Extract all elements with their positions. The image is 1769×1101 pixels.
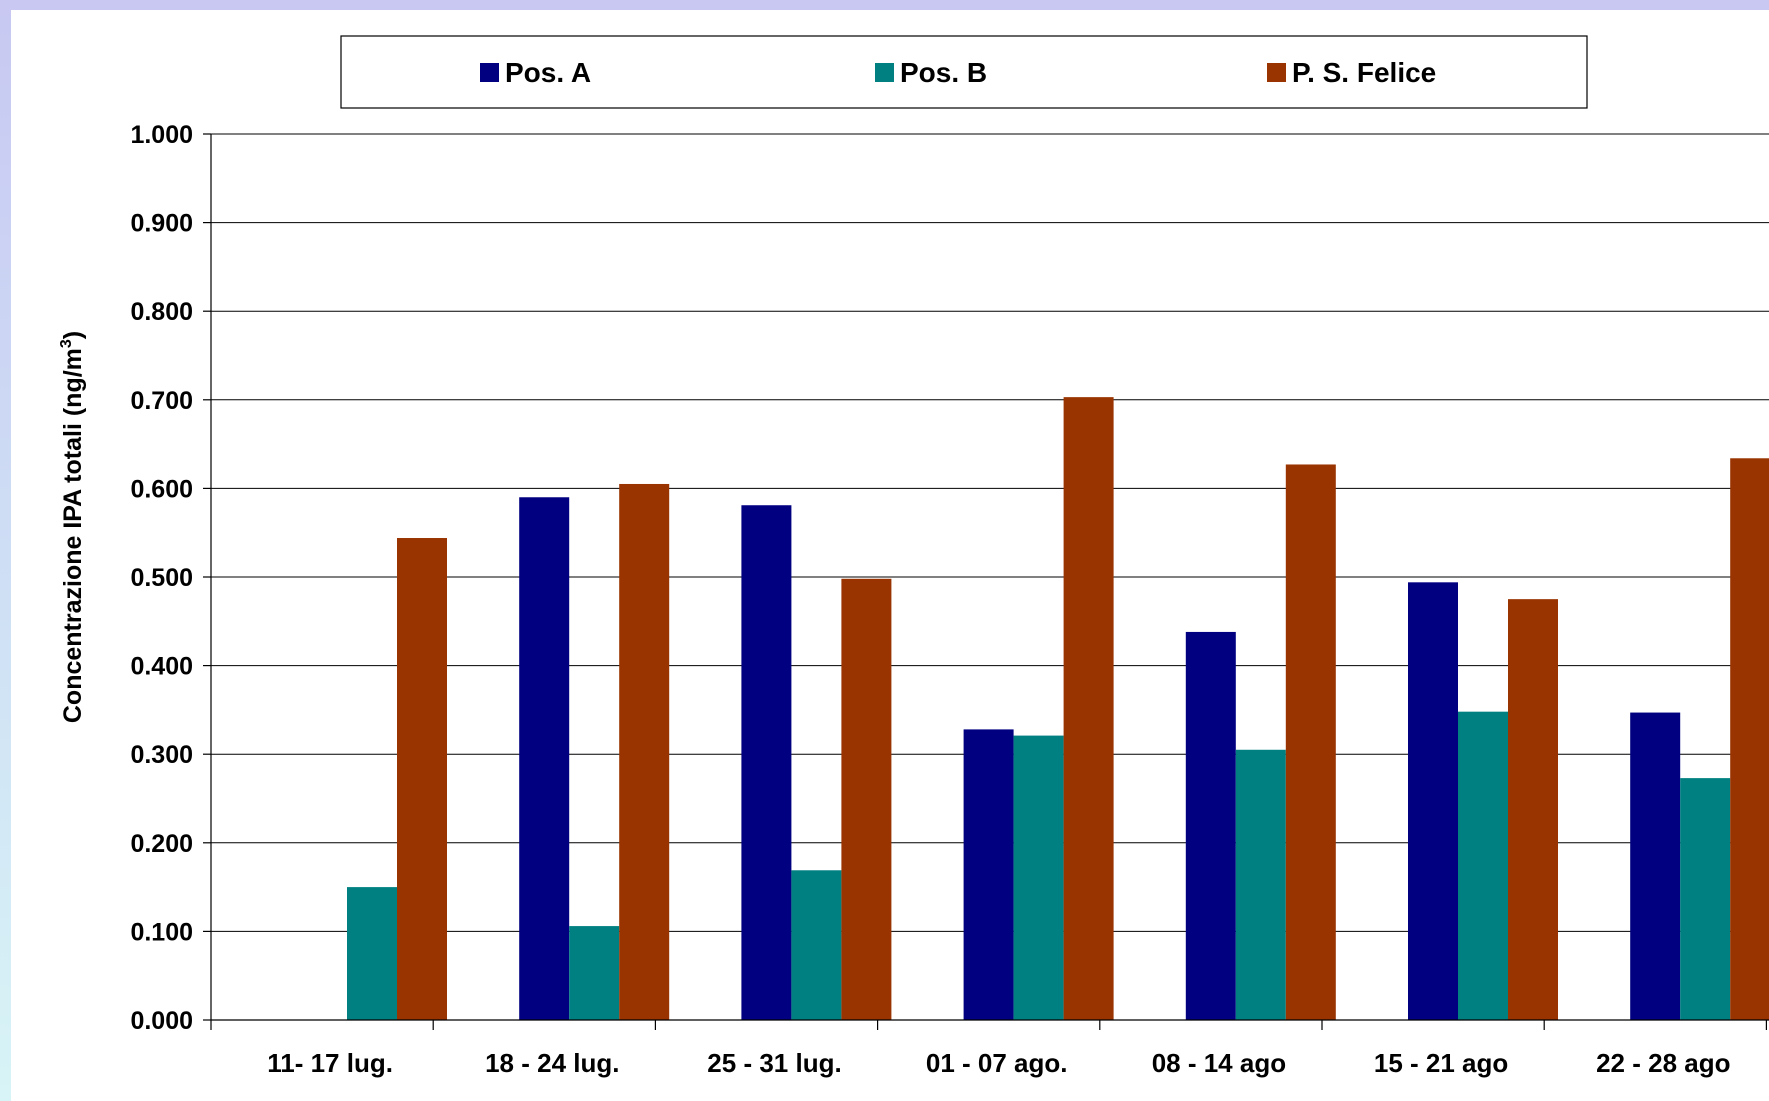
bar xyxy=(569,926,620,1020)
chart-area: 0.000 0.100 0.200 0.300 0.400 0.500 0.600 0.700… xyxy=(11,10,1769,1101)
x-tick-label: 11- 17 lug. xyxy=(267,1048,393,1078)
legend-items: Pos. A Pos. B P. S. Felice xyxy=(480,57,1436,88)
y-axis-title: Concentrazione IPA totali (ng/m3) xyxy=(58,331,87,723)
axes xyxy=(203,133,1769,1030)
y-tick-label: 0.300 xyxy=(130,741,193,769)
bar xyxy=(1235,749,1286,1020)
x-tick-label: 01 - 07 ago. xyxy=(926,1048,1068,1078)
bar xyxy=(1013,735,1064,1020)
x-tick-labels: 11- 17 lug. 18 - 24 lug. 25 - 31 lug. 01 - … xyxy=(267,1048,1730,1078)
legend-frame xyxy=(340,35,1588,109)
y-tick-label: 0.000 xyxy=(130,1007,193,1035)
bar xyxy=(397,538,447,1020)
bar xyxy=(1630,712,1681,1020)
bar xyxy=(791,870,842,1020)
bar xyxy=(963,729,1014,1020)
bar-chart: 0.000 0.100 0.200 0.300 0.400 0.500 0.600 0.700… xyxy=(58,35,1769,1078)
y-tick-label: 0.500 xyxy=(130,564,193,592)
legend-item: P. S. Felice xyxy=(1267,57,1436,88)
y-axis-title-superscript: 3 xyxy=(58,339,75,348)
legend-swatch xyxy=(480,63,499,82)
gridlines xyxy=(211,133,1769,932)
bar xyxy=(1458,711,1508,1020)
y-axis-title-main: Concentrazione IPA totali (ng/m xyxy=(59,348,87,723)
x-tick-label: 25 - 31 lug. xyxy=(707,1048,841,1078)
y-tick-label: 0.400 xyxy=(130,653,193,681)
x-tick-label: 18 - 24 lug. xyxy=(485,1048,619,1078)
bar xyxy=(1408,582,1458,1020)
bar xyxy=(1063,397,1114,1021)
y-tick-label: 0.600 xyxy=(130,475,193,503)
y-tick-label: 1.000 xyxy=(130,121,193,149)
legend-label: Pos. A xyxy=(505,57,591,88)
bar xyxy=(1285,464,1336,1020)
bar xyxy=(619,483,670,1021)
y-tick-label: 0.700 xyxy=(130,387,193,415)
legend: Pos. A Pos. B P. S. Felice xyxy=(340,35,1588,109)
y-tick-labels: 0.000 0.100 0.200 0.300 0.400 0.500 0.600 0.700… xyxy=(130,121,193,1035)
y-tick-label: 0.100 xyxy=(130,918,193,946)
x-tick-label: 15 - 21 ago xyxy=(1374,1048,1508,1078)
bar xyxy=(1185,631,1236,1020)
x-tick-label: 08 - 14 ago xyxy=(1152,1048,1286,1078)
bar xyxy=(1730,458,1769,1020)
y-tick-label: 0.800 xyxy=(130,298,193,326)
bar xyxy=(347,887,397,1020)
bar xyxy=(741,505,792,1020)
legend-item: Pos. A xyxy=(480,57,591,88)
bar xyxy=(1680,778,1731,1020)
legend-label: P. S. Felice xyxy=(1292,57,1436,88)
bars xyxy=(347,397,1769,1021)
bar xyxy=(1508,599,1558,1020)
y-tick-label: 0.900 xyxy=(130,210,193,238)
bar xyxy=(841,578,892,1020)
bar xyxy=(519,497,570,1020)
legend-swatch xyxy=(875,63,894,82)
y-tick-label: 0.200 xyxy=(130,830,193,858)
legend-swatch xyxy=(1267,63,1286,82)
y-axis-title-suffix: ) xyxy=(59,331,87,339)
legend-item: Pos. B xyxy=(875,57,987,88)
x-tick-label: 22 - 28 ago xyxy=(1596,1048,1730,1078)
legend-label: Pos. B xyxy=(900,57,987,88)
